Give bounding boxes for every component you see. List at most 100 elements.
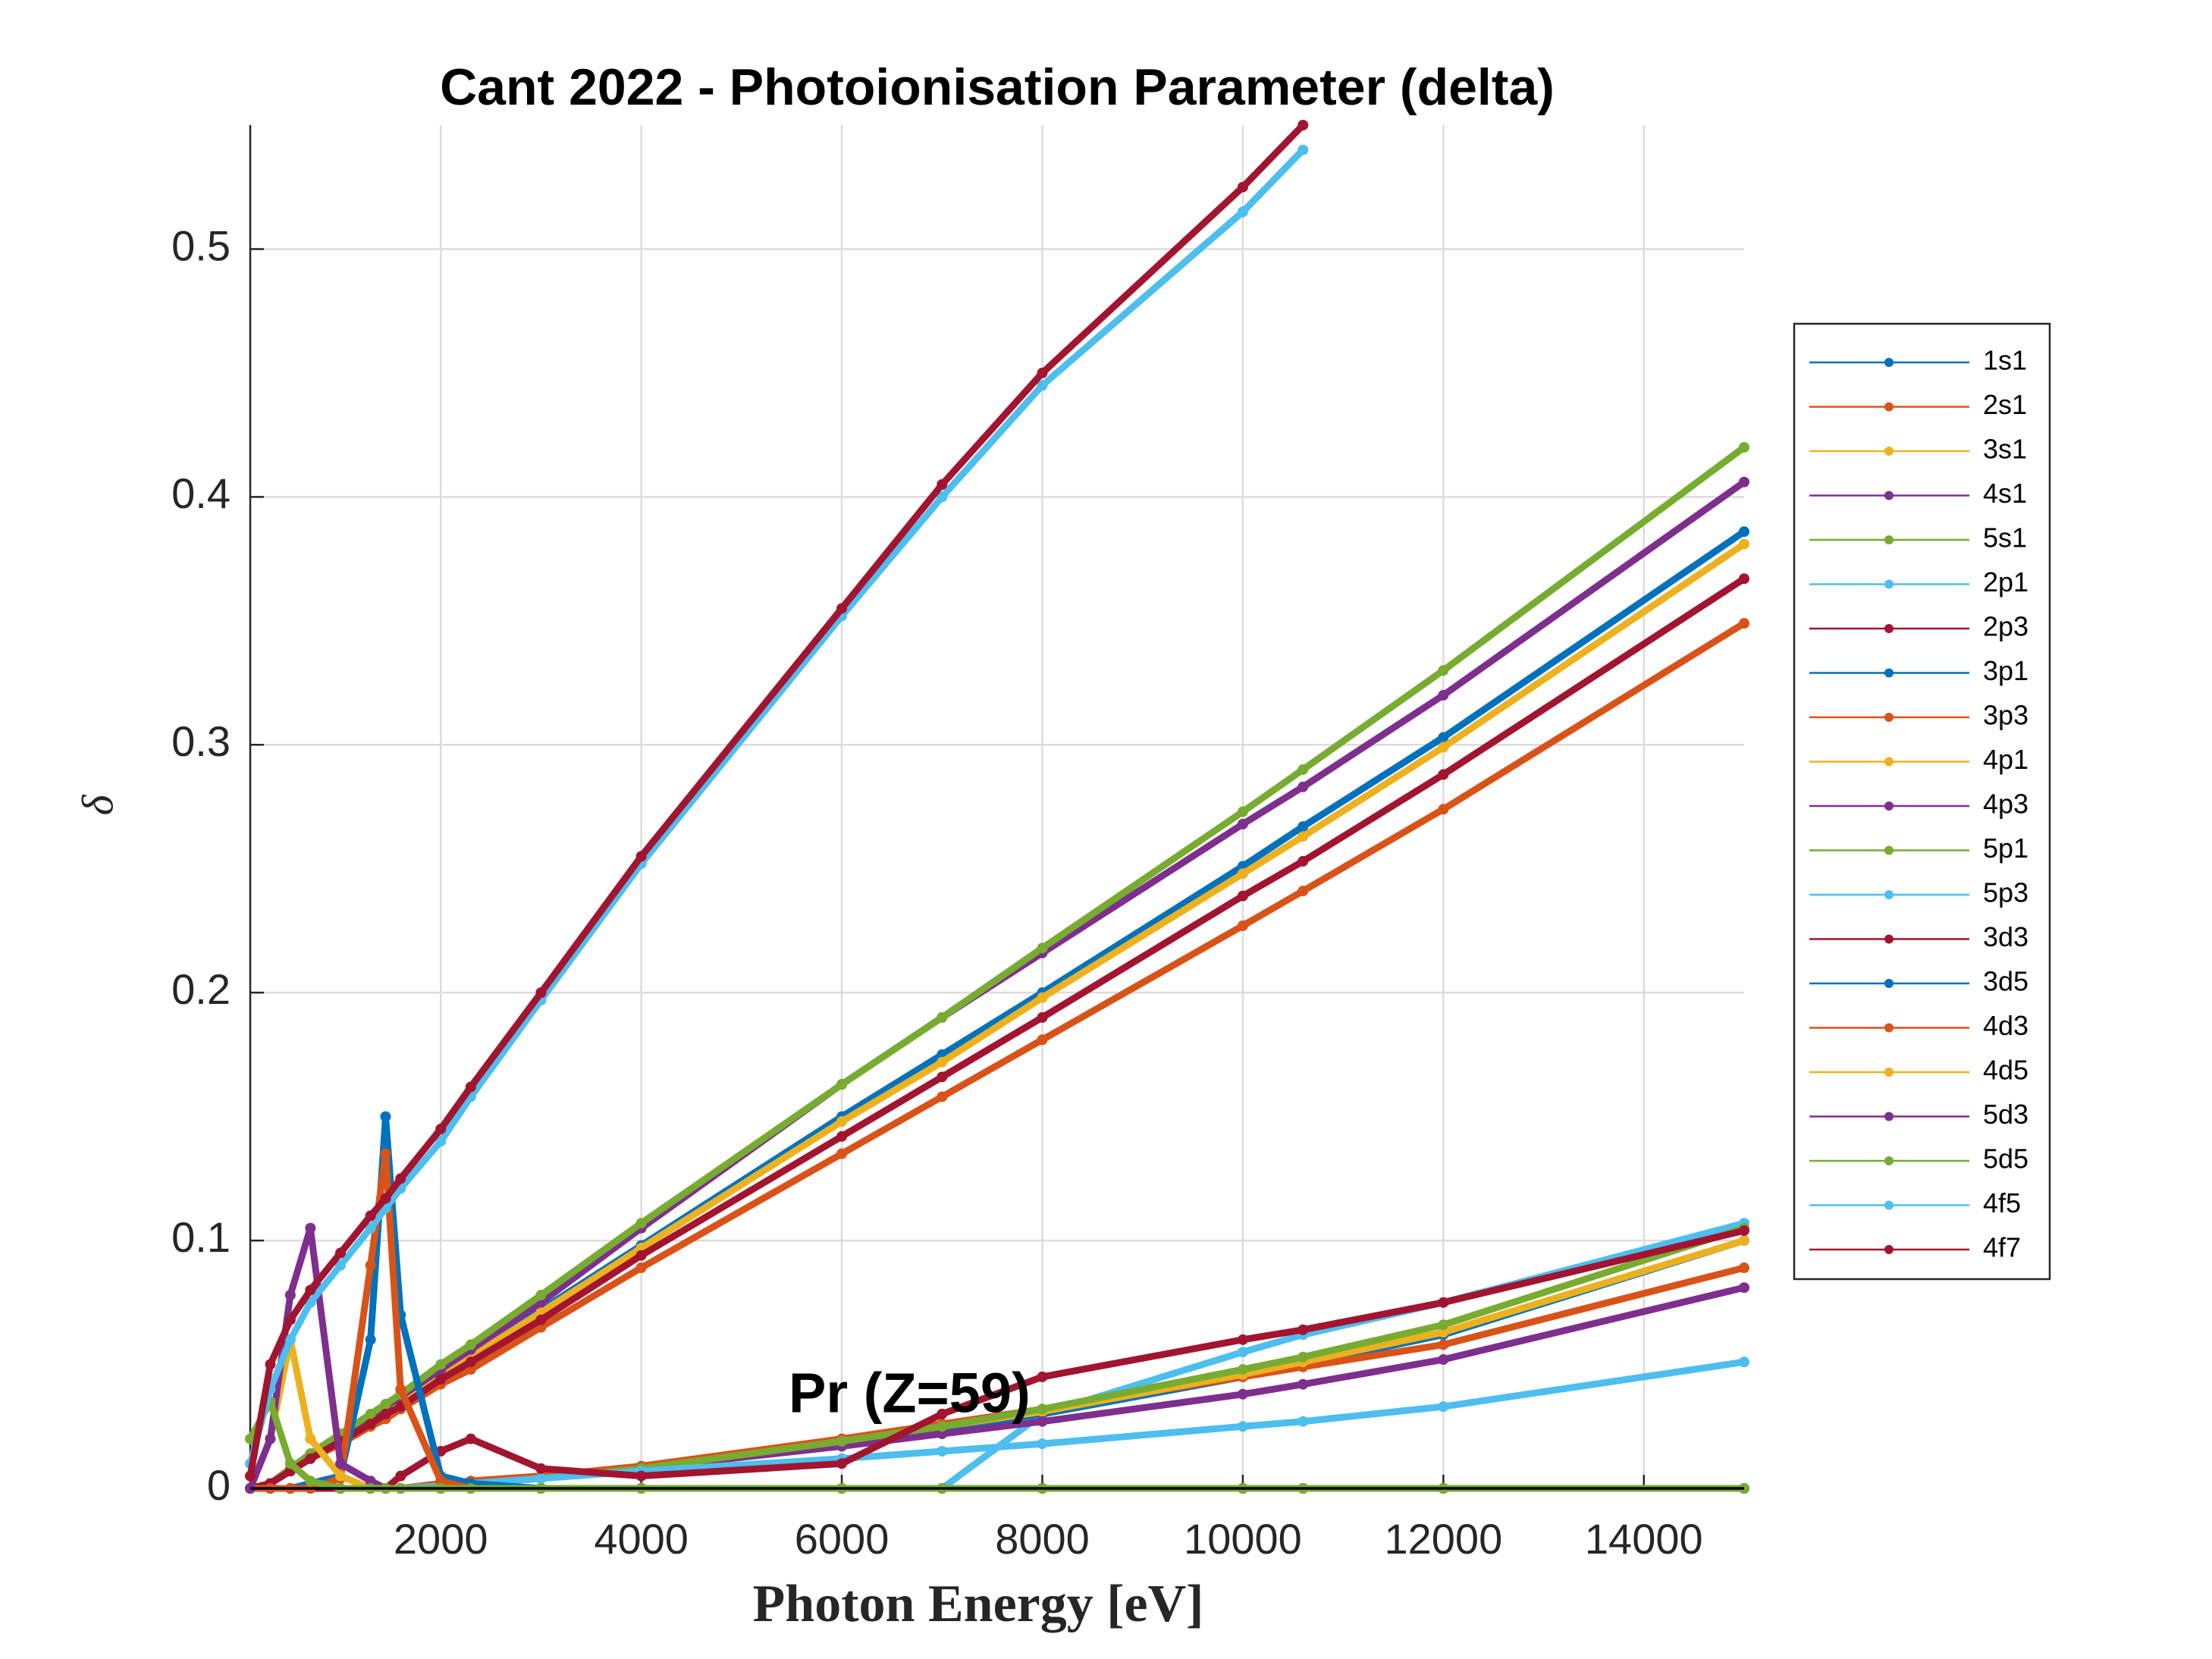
legend-label: 2p1 — [1983, 566, 2028, 597]
data-point — [1237, 1347, 1248, 1358]
data-point — [435, 1123, 447, 1134]
data-point — [1237, 1421, 1248, 1432]
x-tick-label: 12000 — [1384, 1515, 1502, 1563]
data-point — [1237, 181, 1248, 193]
y-tick-label: 0.4 — [171, 469, 231, 517]
legend-marker — [1884, 668, 1894, 678]
data-point — [836, 1131, 848, 1142]
data-point — [1438, 1339, 1449, 1350]
legend-marker — [1884, 358, 1894, 367]
data-point — [1739, 1282, 1749, 1294]
data-point — [380, 1111, 391, 1122]
data-point — [1438, 689, 1449, 701]
data-point — [1739, 1225, 1749, 1237]
data-point — [1037, 992, 1048, 1003]
data-point — [937, 1056, 948, 1068]
data-point — [395, 1470, 406, 1482]
legend-marker — [1884, 1068, 1894, 1077]
data-point — [245, 1470, 256, 1482]
data-point — [937, 1071, 948, 1083]
data-point — [937, 1408, 948, 1419]
legend-label: 2s1 — [1983, 389, 2027, 420]
legend-box — [1793, 322, 2051, 1281]
data-point — [1297, 1324, 1309, 1335]
data-point — [1037, 367, 1048, 378]
legend-marker — [1884, 845, 1894, 855]
data-point — [1037, 1011, 1048, 1023]
data-point — [1237, 206, 1248, 218]
data-point — [1739, 1356, 1749, 1368]
legend-marker — [1884, 447, 1894, 456]
data-point — [365, 1334, 376, 1345]
data-point — [395, 1384, 406, 1395]
data-point — [635, 1262, 647, 1274]
data-point — [1237, 920, 1248, 931]
data-point — [305, 1222, 316, 1234]
annotation: Pr (Z=59) — [789, 1362, 1031, 1425]
legend-marker — [1884, 934, 1894, 944]
data-point — [465, 1081, 476, 1093]
legend-marker — [1884, 757, 1894, 767]
legend-label: 5p1 — [1983, 833, 2028, 864]
series-line — [246, 122, 1306, 1477]
chart-title: Cant 2022 - Photoionisation Parameter (d… — [440, 58, 1555, 116]
data-point — [1037, 1371, 1048, 1382]
data-point — [334, 1247, 346, 1259]
legend-marker — [1884, 801, 1894, 811]
data-point — [465, 1356, 476, 1368]
data-point — [334, 1458, 346, 1469]
data-point — [1438, 732, 1449, 743]
legend-marker — [1884, 979, 1894, 988]
data-point — [1739, 538, 1749, 550]
data-point — [1438, 769, 1449, 780]
data-point — [465, 1339, 476, 1350]
y-tick-label: 0.1 — [171, 1213, 231, 1261]
series-line — [246, 147, 1306, 1465]
x-tick-label: 6000 — [795, 1515, 890, 1563]
data-point — [836, 1435, 848, 1447]
data-point — [334, 1470, 346, 1482]
data-point — [535, 1290, 547, 1301]
legend-label: 4p3 — [1983, 789, 2028, 820]
legend-marker — [1884, 402, 1894, 412]
data-point — [635, 851, 647, 862]
data-point — [435, 1136, 447, 1147]
y-axis-label: δ — [73, 794, 122, 815]
data-point — [535, 1463, 547, 1474]
data-point — [1438, 804, 1449, 815]
data-point — [284, 1314, 296, 1325]
data-point — [1739, 441, 1749, 453]
data-point — [435, 1374, 447, 1385]
data-point — [365, 1259, 376, 1271]
data-point — [1037, 1416, 1048, 1427]
legend-label: 4p1 — [1983, 744, 2028, 775]
data-point — [365, 1210, 376, 1222]
legend-label: 4f7 — [1983, 1232, 2021, 1263]
data-point — [1037, 380, 1048, 391]
data-point — [284, 1458, 296, 1469]
data-point — [1237, 1364, 1248, 1375]
legend-marker — [1884, 624, 1894, 633]
data-point — [635, 1470, 647, 1482]
data-point — [1739, 1262, 1749, 1274]
data-point — [365, 1476, 376, 1487]
legend-label: 5p3 — [1983, 877, 2028, 908]
data-point — [1739, 573, 1749, 585]
data-point — [1297, 1378, 1309, 1390]
data-point — [1037, 1438, 1048, 1450]
data-point — [305, 1453, 316, 1464]
x-tick-label: 10000 — [1184, 1515, 1302, 1563]
data-point — [1297, 886, 1309, 897]
data-point — [1739, 1235, 1749, 1247]
x-tick-label: 2000 — [394, 1515, 488, 1563]
data-point — [334, 1259, 346, 1271]
y-tick-label: 0.2 — [171, 965, 231, 1013]
data-point — [365, 1222, 376, 1234]
legend-marker — [1884, 1200, 1894, 1210]
data-point — [305, 1284, 316, 1296]
data-point — [937, 479, 948, 491]
legend-label: 5d5 — [1983, 1143, 2028, 1174]
series-line — [249, 479, 1746, 1492]
x-tick-label: 14000 — [1585, 1515, 1703, 1563]
legend-marker — [1884, 491, 1894, 500]
